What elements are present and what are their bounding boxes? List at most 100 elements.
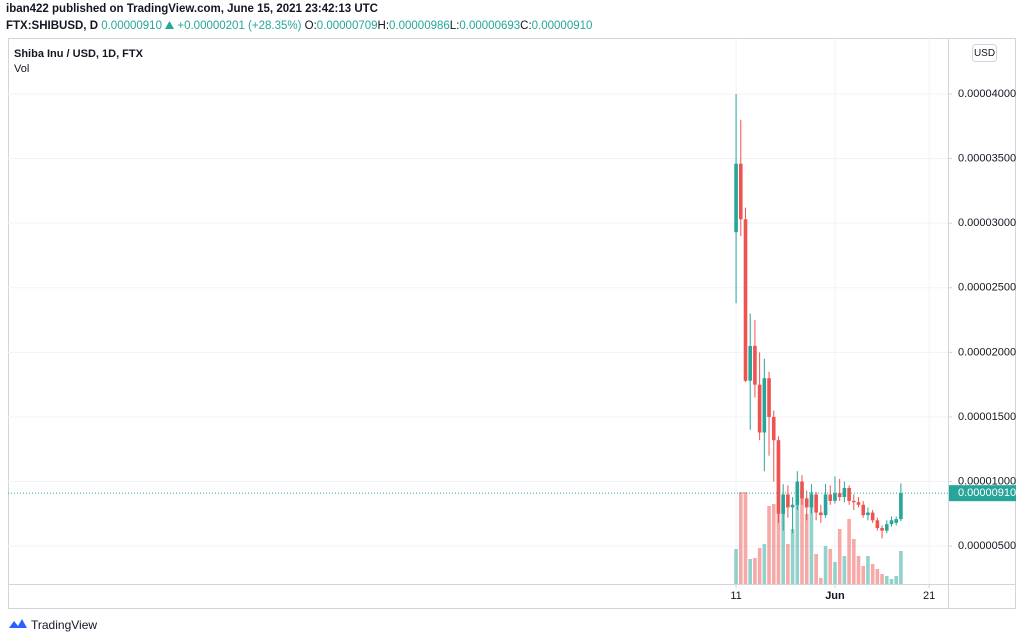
stat-value: 0.00000693: [459, 20, 521, 32]
last-price-badge: [949, 485, 1016, 502]
volume-bar: [823, 546, 828, 584]
volume-bar: [795, 484, 800, 584]
currency-button[interactable]: [972, 44, 997, 62]
publisher-line: iban422 published on TradingView.com, Ju…: [6, 3, 378, 15]
x-tick-label: 11: [730, 590, 741, 602]
candle-body: [837, 493, 842, 498]
candle-body: [786, 494, 790, 508]
candle-body: [884, 524, 889, 531]
volume-label: Vol: [14, 63, 29, 75]
x-tick-label: Jun: [825, 590, 845, 602]
chart-title: Shiba Inu / USD, 1D, FTX: [14, 48, 144, 60]
symbol-line: FTX:SHIBUSD, D 0.00000910 +0.00000201 (+…: [6, 20, 592, 32]
candle-body: [899, 493, 903, 520]
candle-body: [870, 512, 875, 521]
chart-frame: [8, 38, 1016, 609]
stats: O:0.00000709H:0.00000986L:0.00000693C:0.…: [305, 20, 593, 32]
candle-body: [875, 520, 880, 529]
volume-bar: [833, 562, 837, 584]
volume-bar: [781, 499, 785, 584]
candle-body: [889, 520, 894, 525]
volume-bar: [847, 519, 851, 584]
stat-key: O:: [304, 20, 317, 32]
x-tick-label: 21: [923, 590, 935, 602]
candle-body: [781, 494, 785, 514]
candle-body: [757, 384, 762, 433]
volume-bar: [852, 539, 856, 584]
stat-key: H:: [377, 20, 390, 32]
volume-bar: [875, 569, 880, 584]
volume-bar: [762, 544, 767, 584]
candle-body: [776, 440, 781, 514]
symbol: FTX:SHIBUSD, D: [6, 20, 98, 32]
candle-body: [800, 481, 804, 499]
candle-body: [804, 498, 809, 508]
candle-body: [743, 219, 748, 381]
volume-bar: [819, 578, 823, 584]
brand: TradingView: [31, 618, 97, 632]
volume-bar: [856, 556, 861, 584]
y-tick-label: 0.00003500: [958, 152, 1016, 164]
candle-body: [771, 416, 776, 441]
volume-bar: [748, 559, 753, 584]
candle-body: [738, 163, 743, 220]
candle-body: [842, 488, 847, 498]
volume-bar: [776, 448, 781, 584]
candle-body: [894, 519, 898, 523]
candle-body: [819, 512, 823, 516]
stat-key: L:: [449, 20, 460, 32]
stat-value: 0.00000709: [316, 20, 378, 32]
publisher: iban422 published on TradingView.com, Ju…: [6, 3, 378, 15]
candle-body: [852, 500, 856, 503]
volume-bar: [753, 558, 757, 584]
volume-bar: [866, 556, 870, 584]
volume-bar: [734, 549, 738, 584]
volume-bar: [837, 529, 842, 584]
last-price: 0.00000910: [101, 20, 162, 32]
volume-bar: [894, 576, 898, 584]
volume-bar: [757, 548, 762, 584]
candle-body: [823, 494, 828, 516]
candle-body: [861, 504, 866, 516]
up-arrow: [165, 21, 175, 29]
volume-bar: [804, 514, 809, 584]
volume-bar: [899, 551, 903, 584]
candle-body: [866, 512, 870, 516]
candle-body: [833, 493, 837, 501]
change: +0.00000201 (+28.35%): [177, 20, 302, 32]
y-tick-label: 0.00001500: [958, 411, 1016, 423]
candle-body: [828, 494, 833, 501]
candle-body: [753, 345, 757, 385]
y-tick-label: 0.00004000: [958, 88, 1016, 100]
y-tick-label: 0.00000500: [958, 540, 1016, 552]
volume-bar: [842, 556, 847, 584]
candle-body: [880, 528, 884, 531]
stat-value: 0.00000910: [531, 20, 593, 32]
volume-bar: [870, 564, 875, 584]
volume-bar: [880, 574, 884, 584]
candle-body: [809, 494, 814, 508]
stat-key: C:: [520, 20, 532, 32]
volume-bar: [786, 544, 790, 584]
volume-bar: [771, 504, 776, 584]
candle-body: [847, 488, 851, 501]
last-price-label: 0.00000910: [958, 487, 1016, 499]
currency[interactable]: USD: [974, 48, 995, 59]
volume-bar: [889, 579, 894, 584]
candle-body: [790, 504, 795, 508]
candle-body: [856, 502, 861, 505]
candle-body: [762, 378, 767, 433]
candle-body: [767, 378, 771, 417]
volume-bar: [861, 566, 866, 584]
volume-bar: [814, 554, 818, 584]
brand-logo: [9, 619, 27, 628]
y-tick-label: 0.00001000: [958, 475, 1016, 487]
y-tick-label: 0.00002500: [958, 282, 1016, 294]
candle-body: [795, 481, 800, 505]
volume-bar: [738, 492, 743, 584]
volume-bar: [828, 549, 833, 584]
candle-body: [734, 163, 738, 233]
volume-bar: [743, 492, 748, 584]
volume-bar: [809, 492, 814, 584]
